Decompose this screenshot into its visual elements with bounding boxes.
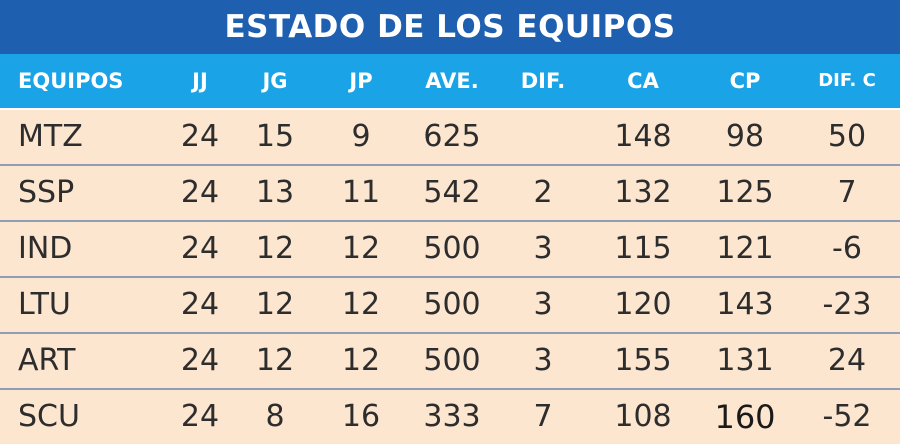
team-name-cell: SCU	[18, 399, 80, 434]
table-cell: 12	[341, 231, 381, 266]
table-cell: 160	[714, 398, 776, 436]
table-cell: 115	[614, 231, 672, 266]
table-cell: 24	[180, 287, 220, 322]
table-cell: 24	[180, 175, 220, 210]
table-cell: 98	[725, 119, 765, 154]
table-cell: 16	[341, 399, 381, 434]
table-cell: 12	[255, 287, 295, 322]
table-row: MTZ 24 15 9 625 148 98 50	[0, 110, 900, 164]
header-jp: JP	[349, 69, 373, 93]
table-cell: 148	[614, 119, 672, 154]
table-cell: 121	[716, 231, 774, 266]
row-separator	[0, 220, 900, 222]
header-jj: JJ	[192, 69, 208, 93]
table-cell: 542	[423, 175, 481, 210]
header-dif-c: DIF. C	[818, 70, 876, 91]
table-cell: 155	[614, 343, 672, 378]
table-row: SSP 24 13 11 542 2 132 125 7	[0, 166, 900, 220]
table-row: LTU 24 12 12 500 3 120 143 -23	[0, 278, 900, 332]
row-separator	[0, 388, 900, 390]
table-cell: 13	[255, 175, 295, 210]
table-row: ART 24 12 12 500 3 155 131 24	[0, 334, 900, 388]
header-row: EQUIPOS JJ JG JP AVE. DIF. CA CP DIF. C	[0, 54, 900, 110]
table-cell: 12	[341, 287, 381, 322]
table-cell: 12	[255, 231, 295, 266]
table-cell: 24	[180, 343, 220, 378]
table-cell: 50	[827, 119, 867, 154]
table-cell: 15	[255, 119, 295, 154]
team-name-cell: ART	[18, 343, 76, 378]
team-name-cell: SSP	[18, 175, 75, 210]
header-ca: CA	[627, 69, 659, 93]
header-equipos: EQUIPOS	[18, 69, 124, 93]
table-cell: 3	[533, 231, 553, 266]
table-cell: 500	[423, 287, 481, 322]
table-cell: 143	[716, 287, 774, 322]
table-cell: -6	[832, 231, 862, 266]
table-cell: 7	[533, 399, 553, 434]
table-cell: 125	[716, 175, 774, 210]
table-cell: 132	[614, 175, 672, 210]
table-cell: 108	[614, 399, 672, 434]
title-bar: ESTADO DE LOS EQUIPOS	[0, 0, 900, 54]
table-cell: 9	[351, 119, 371, 154]
table-cell: 8	[265, 399, 285, 434]
table-cell: 3	[533, 287, 553, 322]
header-dif: DIF.	[520, 69, 566, 93]
table-cell: 24	[180, 231, 220, 266]
table-cell: -23	[822, 287, 872, 322]
table-row: IND 24 12 12 500 3 115 121 -6	[0, 222, 900, 276]
table-cell: 24	[827, 343, 867, 378]
table-cell: 7	[837, 175, 857, 210]
team-name-cell: MTZ	[18, 119, 83, 154]
row-separator	[0, 332, 900, 334]
header-cp: CP	[729, 69, 761, 93]
table-cell: 12	[341, 343, 381, 378]
table-title: ESTADO DE LOS EQUIPOS	[224, 9, 676, 45]
table-cell: 3	[533, 343, 553, 378]
table-body: MTZ 24 15 9 625 148 98 50 SSP 24 13 11 542 2 132 125 7 IN…	[0, 110, 900, 446]
table-cell: 500	[423, 231, 481, 266]
table-cell: 12	[255, 343, 295, 378]
table-cell: 24	[180, 399, 220, 434]
team-name-cell: LTU	[18, 287, 71, 322]
table-cell: 625	[423, 119, 481, 154]
table-cell: 131	[716, 343, 774, 378]
row-separator	[0, 276, 900, 278]
table-cell: 24	[180, 119, 220, 154]
table-row: SCU 24 8 16 333 7 108 160 -52	[0, 390, 900, 444]
header-jg: JG	[262, 69, 288, 93]
table-cell: 2	[533, 175, 553, 210]
table-cell: 11	[341, 175, 381, 210]
team-name-cell: IND	[18, 231, 73, 266]
table-cell: 333	[423, 399, 481, 434]
table-cell	[506, 110, 580, 164]
table-cell: 120	[614, 287, 672, 322]
header-ave: AVE.	[425, 69, 479, 93]
table-cell: 500	[423, 343, 481, 378]
table-cell: -52	[822, 399, 872, 434]
row-separator	[0, 164, 900, 166]
